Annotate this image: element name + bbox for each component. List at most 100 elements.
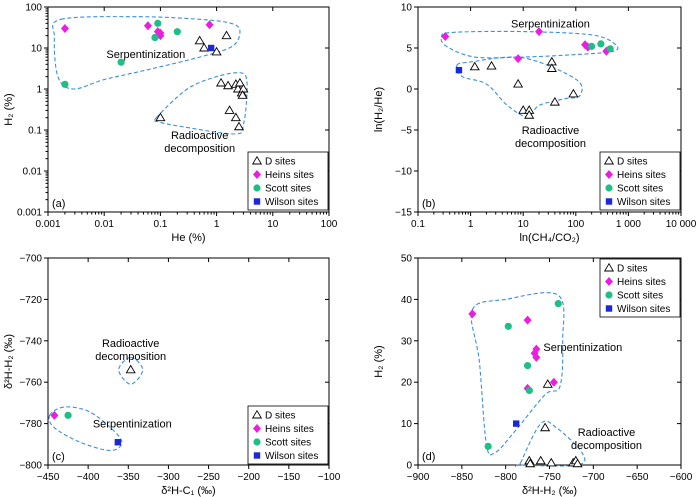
data-point: [549, 96, 560, 106]
legend-marker: [603, 262, 615, 272]
data-point: [205, 20, 214, 30]
region-label-line: Radioactive: [171, 130, 228, 142]
legend-label: D sites: [617, 157, 648, 168]
legend-label: Heins sites: [265, 424, 314, 435]
legend-marker: [251, 409, 263, 419]
chart-panel-1: 0.001 0.01 0.1 1 10 100 0.001 0.01 0.1 1 10 100 He (…: [3, 3, 338, 245]
legend-marker: [253, 452, 261, 459]
y-tick-label: 100: [25, 3, 42, 14]
data-point: [525, 458, 536, 468]
legend-marker: [253, 424, 261, 433]
y-tick-label: −10: [395, 167, 412, 178]
data-point: [207, 44, 215, 52]
x-tick-label: 0.01: [94, 219, 114, 230]
data-point: [114, 439, 122, 446]
data-point: [455, 66, 463, 74]
data-point: [484, 442, 492, 450]
data-point: [512, 420, 520, 427]
data-point: [194, 35, 205, 45]
plot-frame: [417, 6, 682, 213]
region-label: Serpentinization: [543, 342, 622, 354]
region-label: Radioactive decomposition: [571, 427, 642, 452]
x-tick-label: −650: [626, 472, 649, 483]
x-tick-label: −900: [407, 472, 430, 483]
data-point: [64, 411, 72, 419]
data-point: [525, 386, 533, 395]
data-point: [156, 28, 165, 38]
region-label-line: decomposition: [571, 440, 642, 452]
data-point: [237, 90, 248, 99]
y-axis-label: δ²H-H₂ (‰): [3, 334, 15, 389]
data-point: [535, 455, 546, 465]
data-point: [546, 63, 557, 72]
x-tick-label: 10: [518, 219, 530, 230]
data-point: [549, 377, 558, 387]
y-tick-label: 0: [406, 461, 412, 472]
panel-letter: (a): [52, 198, 65, 210]
legend-marker: [605, 170, 613, 179]
data-point: [504, 322, 512, 330]
data-point: [215, 77, 227, 87]
data-point: [523, 362, 532, 370]
x-axis-label: He (%): [171, 232, 205, 244]
legend-box: [247, 151, 329, 211]
x-tick-label: −750: [538, 472, 561, 483]
data-point: [50, 410, 59, 420]
legend-marker: [605, 305, 613, 312]
data-point: [530, 348, 539, 358]
legend-label: Heins sites: [617, 277, 666, 288]
data-point: [173, 28, 181, 36]
legend-label: Scott sites: [617, 184, 663, 195]
data-point: [535, 27, 544, 37]
x-tick-label: −300: [157, 472, 180, 483]
y-tick-label: −780: [19, 419, 42, 430]
data-point: [554, 299, 562, 308]
legend-marker: [605, 291, 613, 299]
x-tick-label: −800: [494, 472, 517, 483]
data-point: [486, 60, 497, 70]
data-point: [540, 422, 551, 432]
region-label: Radioactive decomposition: [95, 338, 166, 363]
y-tick-label: −5: [401, 126, 413, 137]
legend-marker: [603, 155, 615, 165]
y-tick-label: 40: [401, 295, 413, 306]
data-point: [597, 40, 605, 48]
data-point: [606, 45, 614, 53]
data-point: [125, 364, 136, 374]
legend-label: D sites: [265, 411, 296, 422]
chart-panel-2: 0.1 1 10 100 1 000 10 000 −15 −10 −5 0 5 10 ln(CH₄/C…: [373, 3, 697, 245]
region-label: Serpentinization: [93, 419, 172, 431]
legend-marker: [251, 155, 263, 165]
region-label-line: Radioactive: [522, 125, 579, 137]
data-point: [542, 379, 553, 388]
region-label: Radioactive decomposition: [164, 130, 235, 155]
data-point: [468, 309, 477, 319]
region-outline-1: [440, 30, 619, 59]
legend-label: Wilson sites: [617, 304, 670, 315]
x-tick-label: −200: [237, 472, 260, 483]
data-point: [60, 23, 69, 33]
y-tick-label: 0.1: [28, 126, 42, 137]
y-tick-label: 0.01: [23, 167, 43, 178]
panel-letter: (d): [422, 451, 435, 463]
data-point: [230, 112, 241, 122]
legend-box: [599, 151, 681, 211]
data-point: [572, 458, 583, 468]
legend-label: Wilson sites: [265, 451, 318, 462]
legend-marker: [605, 198, 613, 205]
x-tick-label: 0.1: [153, 219, 167, 230]
region-label-line: decomposition: [515, 138, 586, 150]
legend-label: Wilson sites: [617, 197, 670, 208]
y-axis-label: ln(H₂/He): [373, 87, 385, 132]
x-tick-label: 0.1: [411, 219, 425, 230]
region-outline-1: [470, 292, 565, 456]
region-outline-2: [153, 72, 248, 135]
region-label-line: decomposition: [164, 143, 235, 155]
legend: D sites Heins sites Scott sites Wilson site…: [599, 151, 681, 211]
data-point: [154, 19, 162, 27]
data-point: [221, 30, 232, 40]
y-tick-label: 50: [401, 254, 413, 265]
y-tick-label: 10: [31, 44, 43, 55]
y-tick-label: −740: [19, 336, 42, 347]
